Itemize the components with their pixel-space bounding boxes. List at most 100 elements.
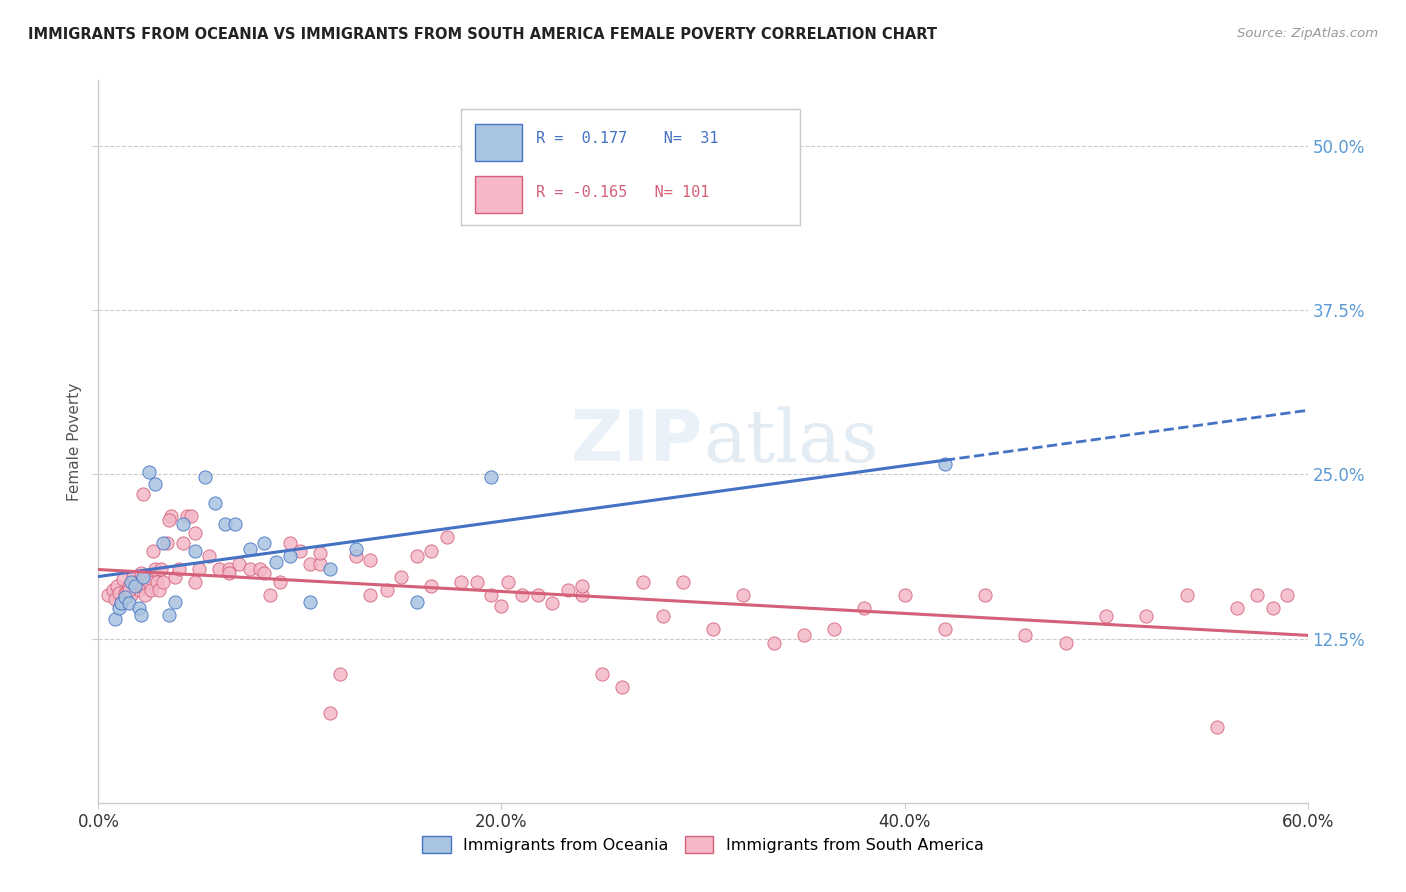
Point: [184, 526, 207, 541]
Point: [143, 476, 166, 491]
Point: [974, 588, 997, 602]
Point: [228, 557, 250, 571]
Point: [184, 575, 207, 590]
Point: [420, 579, 443, 593]
Text: ZIP: ZIP: [571, 407, 703, 476]
Text: IMMIGRANTS FROM OCEANIA VS IMMIGRANTS FROM SOUTH AMERICA FEMALE POVERTY CORRELAT: IMMIGRANTS FROM OCEANIA VS IMMIGRANTS FR…: [28, 27, 938, 42]
Point: [465, 575, 488, 590]
Point: [496, 575, 519, 590]
Point: [329, 667, 352, 681]
Point: [97, 588, 120, 602]
Point: [143, 562, 166, 576]
Point: [118, 582, 141, 597]
Point: [249, 562, 271, 576]
Point: [103, 612, 125, 626]
Point: [344, 542, 367, 557]
Point: [107, 585, 129, 599]
Point: [319, 562, 342, 576]
Point: [239, 542, 262, 557]
Point: [188, 562, 211, 576]
Legend: Immigrants from Oceania, Immigrants from South America: Immigrants from Oceania, Immigrants from…: [415, 830, 991, 860]
Point: [450, 575, 472, 590]
Point: [278, 549, 301, 563]
Point: [360, 588, 382, 602]
Point: [157, 607, 180, 622]
Point: [405, 549, 427, 563]
Point: [142, 543, 165, 558]
Point: [149, 562, 172, 576]
Point: [121, 570, 143, 584]
Point: [180, 509, 202, 524]
Point: [389, 570, 412, 584]
Point: [1135, 609, 1157, 624]
Point: [107, 601, 129, 615]
Point: [405, 595, 427, 609]
Point: [138, 575, 160, 590]
Point: [239, 562, 262, 576]
Point: [218, 562, 240, 576]
Point: [253, 535, 276, 549]
Point: [934, 457, 956, 471]
Point: [1263, 601, 1285, 615]
Point: [269, 575, 291, 590]
Point: [733, 588, 755, 602]
Point: [1226, 601, 1249, 615]
Point: [218, 566, 240, 580]
Point: [172, 517, 194, 532]
Point: [344, 549, 367, 563]
Point: [208, 562, 231, 576]
Point: [134, 588, 156, 602]
Point: [103, 592, 125, 607]
Point: [1246, 588, 1268, 602]
Point: [510, 588, 533, 602]
Point: [1014, 627, 1036, 641]
Point: [132, 487, 155, 501]
Y-axis label: Female Poverty: Female Poverty: [66, 383, 82, 500]
Point: [762, 635, 785, 649]
Point: [214, 517, 236, 532]
Point: [651, 609, 673, 624]
Point: [125, 579, 148, 593]
Point: [139, 582, 162, 597]
Point: [194, 470, 217, 484]
Point: [264, 555, 287, 569]
Point: [309, 546, 332, 560]
Point: [253, 566, 276, 580]
Point: [152, 575, 174, 590]
Point: [540, 596, 562, 610]
Point: [853, 601, 876, 615]
Point: [148, 582, 170, 597]
Point: [128, 601, 150, 615]
Point: [823, 623, 845, 637]
Point: [152, 535, 174, 549]
Point: [360, 553, 382, 567]
Point: [129, 566, 152, 580]
Point: [167, 562, 190, 576]
Point: [163, 570, 186, 584]
Point: [481, 588, 503, 602]
Point: [631, 575, 654, 590]
Point: [375, 582, 398, 597]
Point: [115, 582, 138, 597]
Point: [120, 588, 142, 602]
Point: [129, 607, 152, 622]
Point: [110, 596, 132, 610]
Point: [557, 582, 579, 597]
Point: [132, 570, 155, 584]
Point: [526, 588, 548, 602]
Point: [146, 575, 169, 590]
Point: [160, 509, 183, 524]
Point: [278, 535, 301, 549]
Point: [114, 585, 136, 599]
Point: [118, 596, 141, 610]
Point: [105, 579, 128, 593]
Point: [184, 543, 207, 558]
Point: [299, 595, 322, 609]
Point: [132, 579, 155, 593]
Point: [309, 557, 332, 571]
Point: [934, 623, 956, 637]
Point: [288, 543, 311, 558]
Point: [793, 627, 815, 641]
Point: [224, 517, 246, 532]
Point: [120, 575, 142, 590]
